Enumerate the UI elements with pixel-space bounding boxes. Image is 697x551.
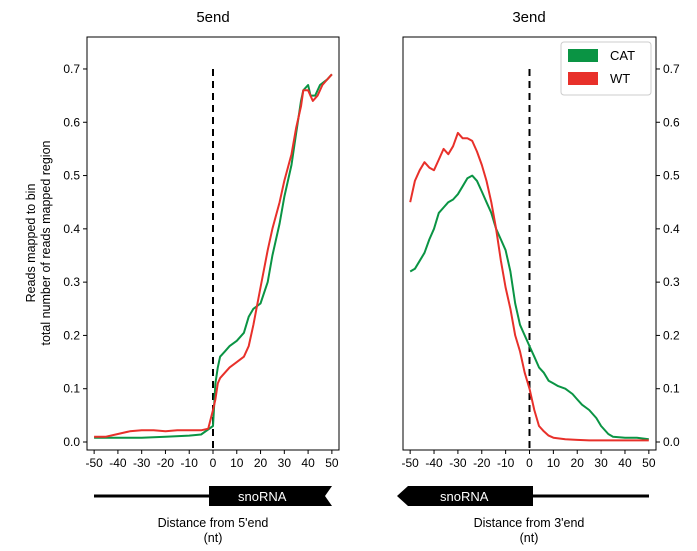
xtick-label: 30 — [594, 456, 608, 470]
ytick-label: 0.5 — [663, 169, 680, 183]
series-line-cat-3end — [409, 174, 649, 441]
snorna-arrow-5end — [209, 486, 332, 506]
ytick-label: 0.2 — [663, 328, 680, 342]
ytick-label: 0.6 — [663, 115, 680, 129]
xtick-label: -50 — [401, 456, 419, 470]
y-ticks-3end: 0.0 0.1 0.2 0.3 0.4 0.5 0.6 0.7 — [656, 62, 680, 449]
legend: CAT WT — [560, 41, 652, 96]
legend-label-wt: WT — [610, 71, 630, 86]
ylabel-line1: Reads mapped to bin — [24, 184, 38, 303]
xtick-label: -30 — [133, 456, 151, 470]
xtick-label: 0 — [526, 456, 533, 470]
x-ticks-3end: -50 -40 -30 -20 -10 0 10 20 30 40 50 — [401, 450, 656, 470]
xtick-label: 20 — [254, 456, 268, 470]
title-5end: 5end — [196, 9, 229, 26]
ytick-label: 0.1 — [663, 382, 680, 396]
xtick-label: -10 — [497, 456, 515, 470]
title-3end: 3end — [512, 9, 545, 26]
series-line-cat-5end — [94, 73, 333, 439]
snorna-label-5end: snoRNA — [238, 489, 287, 504]
ytick-label: 0.6 — [63, 115, 80, 129]
y-ticks-5end: 0.0 0.1 0.2 0.3 0.4 0.5 0.6 0.7 — [63, 62, 87, 449]
xtick-label: 50 — [325, 456, 339, 470]
xtick-label: -10 — [181, 456, 199, 470]
ytick-label: 0.0 — [663, 435, 680, 449]
series-line-wt-3end — [409, 131, 649, 442]
snorna-label-3end: snoRNA — [440, 489, 489, 504]
xtick-label: -50 — [85, 456, 103, 470]
series-3end — [409, 131, 649, 442]
xtick-label: -40 — [109, 456, 127, 470]
x-ticks-5end: -50 -40 -30 -20 -10 0 10 20 30 40 50 — [85, 450, 339, 470]
ytick-label: 0.7 — [663, 62, 680, 76]
legend-swatch-cat — [568, 49, 598, 62]
ytick-label: 0.4 — [63, 222, 80, 236]
panel-5end: 5end 0.00.10.20.30.40.50.60.7 -50 -40 -30-… — [24, 9, 340, 545]
ytick-label: 0.2 — [63, 328, 80, 342]
xtick-label: 0 — [210, 456, 217, 470]
xlabel-5end-line1: Distance from 5'end — [158, 516, 269, 530]
ytick-label: 0.1 — [63, 382, 80, 396]
xlabel-5end-line2: (nt) — [204, 531, 223, 545]
xtick-label: 30 — [278, 456, 292, 470]
ytick-label: 0.5 — [63, 169, 80, 183]
xlabel-3end-line2: (nt) — [520, 531, 539, 545]
series-5end — [94, 73, 333, 439]
xtick-label: 20 — [571, 456, 585, 470]
legend-label-cat: CAT — [610, 48, 635, 63]
xtick-label: 50 — [642, 456, 656, 470]
legend-swatch-wt — [568, 72, 598, 85]
xtick-label: 40 — [618, 456, 632, 470]
series-line-wt-5end — [94, 73, 333, 438]
xtick-label: -30 — [449, 456, 467, 470]
xtick-label: -20 — [473, 456, 491, 470]
xtick-label: -40 — [425, 456, 443, 470]
ytick-label: 0.4 — [663, 222, 680, 236]
xtick-label: 10 — [547, 456, 561, 470]
ytick-label: 0.7 — [63, 62, 80, 76]
xtick-label: 10 — [230, 456, 244, 470]
panel-3end: 3end 0.00.10.20.30.40.50.60.7 -50 -40 -30-… — [397, 9, 680, 545]
ytick-label: 0.3 — [63, 275, 80, 289]
ytick-label: 0.3 — [663, 275, 680, 289]
xlabel-3end-line1: Distance from 3'end — [474, 516, 585, 530]
ytick-label: 0.0 — [63, 435, 80, 449]
ylabel-line2: total number of reads mapped region — [39, 140, 53, 345]
xtick-label: 40 — [301, 456, 315, 470]
xtick-label: -20 — [157, 456, 175, 470]
snorna-arrow-3end — [397, 486, 533, 506]
